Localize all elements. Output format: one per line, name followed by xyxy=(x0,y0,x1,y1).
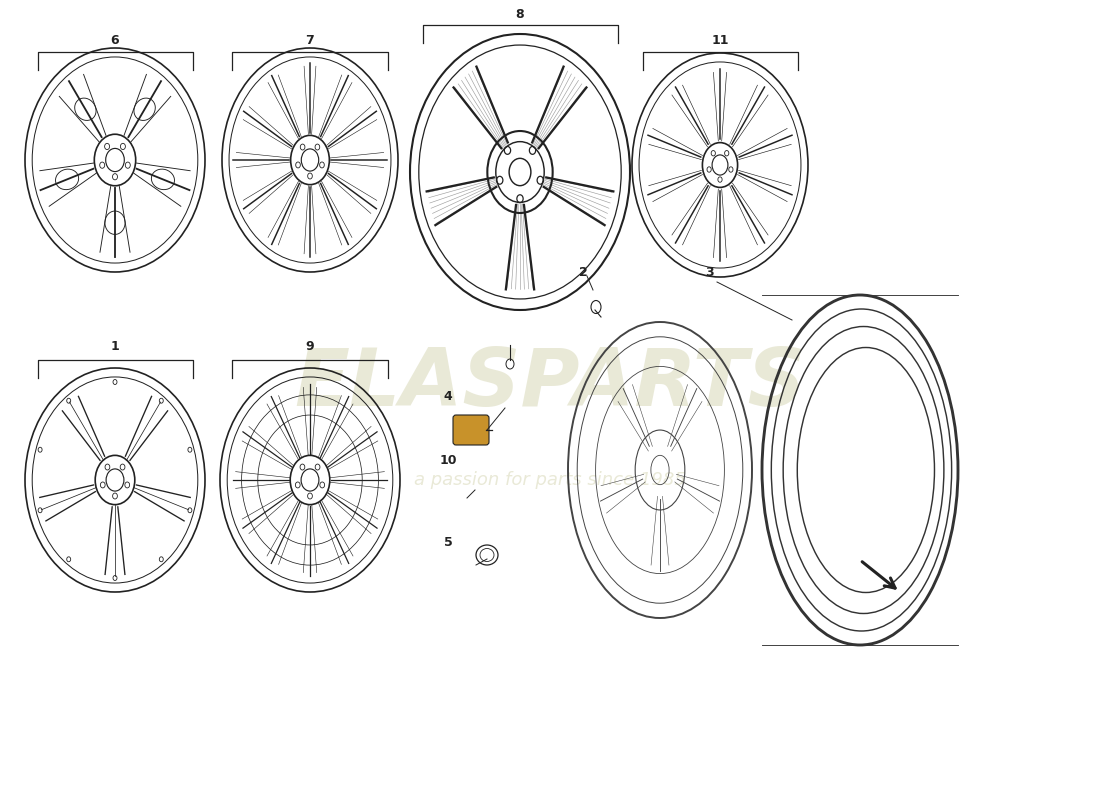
Text: ELASPARTS: ELASPARTS xyxy=(294,345,806,423)
Text: 2: 2 xyxy=(579,266,587,278)
Text: 9: 9 xyxy=(306,341,315,354)
Text: 10: 10 xyxy=(439,454,456,466)
Text: 7: 7 xyxy=(306,34,315,46)
Text: 8: 8 xyxy=(516,9,525,22)
Text: 1: 1 xyxy=(111,341,120,354)
Text: 11: 11 xyxy=(712,34,728,46)
Text: 3: 3 xyxy=(706,266,714,278)
Text: 5: 5 xyxy=(443,535,452,549)
FancyBboxPatch shape xyxy=(453,415,490,445)
Text: a passion for parts since 1985: a passion for parts since 1985 xyxy=(414,471,686,489)
Text: 4: 4 xyxy=(443,390,452,403)
Text: 6: 6 xyxy=(111,34,119,46)
